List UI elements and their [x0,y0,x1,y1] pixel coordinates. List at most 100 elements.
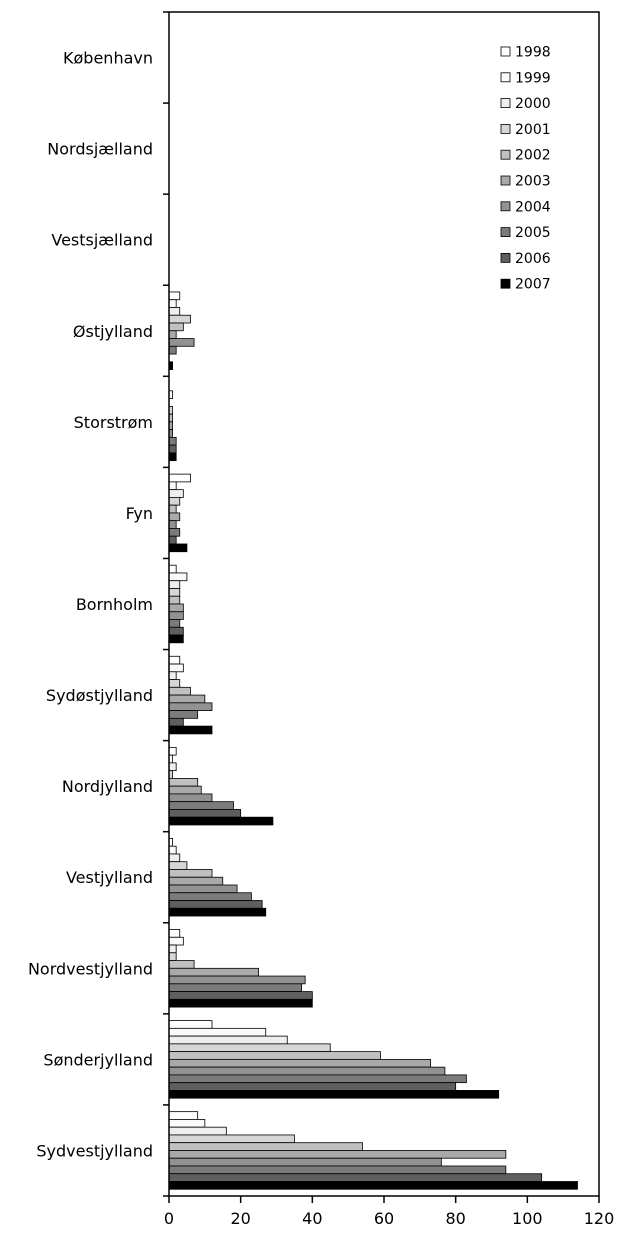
legend-label-2002: 2002 [515,148,551,164]
category-label: Østjylland [73,322,153,341]
bar-2003-5 [168,512,181,522]
bar-2002-9 [168,869,213,878]
bar-2001-12 [168,1134,295,1144]
category-label: København [63,49,153,68]
bar-2002-11 [168,1051,381,1060]
bar-2004-6 [168,611,184,620]
bar-2005-4 [168,436,177,446]
bar-2004-8 [168,793,213,803]
bar-2006-4 [168,444,177,454]
bar-2006-11 [168,1082,457,1091]
plot-area-frame [168,11,600,1197]
bar-1998-6 [168,564,177,574]
x-tick-label: 20 [230,1209,250,1228]
legend-label-1999: 1999 [515,70,551,86]
bar-1999-6 [168,572,188,582]
bar-2005-10 [168,983,302,992]
legend-label-2006: 2006 [515,251,551,267]
bar-2000-9 [168,853,181,863]
bar-1999-9 [168,845,177,855]
bar-2001-11 [168,1043,331,1053]
bar-1998-10 [168,929,181,938]
bar-2002-7 [168,686,191,696]
legend-label-2000: 2000 [515,96,551,112]
x-tick-label: 80 [445,1209,465,1228]
bar-2001-10 [168,952,177,961]
bar-2007-10 [168,998,313,1008]
bar-2004-12 [168,1157,442,1167]
x-tick-labels: 0 20 40 60 80 100 120 [164,1209,614,1228]
category-label: Storstrøm [74,413,153,432]
bar-2006-7 [168,717,184,727]
bar-2000-7 [168,671,177,680]
legend-swatch-1999 [500,72,511,83]
x-tick-label: 60 [374,1209,394,1228]
category-label: Nordsjælland [47,140,153,159]
bars-layer [168,291,578,1190]
bar-2003-9 [168,876,224,886]
bar-1998-5 [168,473,191,483]
bar-2007-11 [168,1090,500,1099]
bar-1999-5 [168,481,177,491]
bar-2003-3 [168,330,177,339]
legend-swatch-2005 [500,227,511,238]
bar-2007-4 [168,452,177,462]
bar-2006-10 [168,991,313,1000]
bar-1998-11 [168,1020,213,1029]
category-label: Vestjylland [66,868,153,887]
legend-label-1998: 1998 [515,45,551,61]
bar-2006-8 [168,809,242,818]
legend-label-2001: 2001 [515,122,551,138]
bar-2006-9 [168,900,263,909]
bar-2001-3 [168,314,191,324]
bar-2001-5 [168,497,181,506]
bar-2005-9 [168,892,252,901]
bar-2000-3 [168,307,181,316]
bar-1999-3 [168,299,177,308]
bar-2002-3 [168,322,184,332]
category-label: Fyn [126,504,153,523]
bar-2005-7 [168,710,199,719]
bar-2005-6 [168,619,181,628]
legend-label-2004: 2004 [515,199,551,215]
x-tick-label: 100 [512,1209,543,1228]
bar-2003-7 [168,694,206,704]
bar-2007-7 [168,725,213,735]
bar-2003-6 [168,603,184,613]
bar-1999-10 [168,936,184,946]
bar-2003-8 [168,785,202,795]
legend-label-2003: 2003 [515,174,551,190]
bar-2000-5 [168,489,184,498]
category-label: Sønderjylland [43,1050,153,1069]
bar-2002-8 [168,777,199,787]
legend-swatch-2000 [500,98,511,108]
bar-2006-5 [168,535,177,545]
bar-2006-6 [168,626,184,636]
bar-2007-6 [168,634,184,644]
bar-2005-3 [168,345,177,355]
legend-swatch-1998 [500,46,511,57]
bar-1998-8 [168,746,177,756]
legend-swatch-2006 [500,252,511,263]
category-label: Bornholm [76,595,153,614]
category-label: Vestsjælland [51,231,153,250]
bar-2003-12 [168,1150,507,1159]
x-tick-label: 40 [302,1209,322,1228]
bar-2005-8 [168,801,234,810]
bar-2003-11 [168,1058,431,1068]
category-label: Sydøstjylland [46,686,153,705]
bar-2004-11 [168,1066,446,1076]
bar-2005-11 [168,1074,467,1084]
bar-2000-11 [168,1035,288,1045]
category-label: Nordjylland [62,777,153,796]
bar-2000-10 [168,944,177,954]
bar-2005-5 [168,528,181,537]
bar-2007-12 [168,1181,578,1190]
bar-2005-12 [168,1165,507,1175]
bar-1998-12 [168,1111,199,1120]
bar-2006-12 [168,1173,543,1182]
legend-swatch-2003 [500,175,511,186]
bar-2004-7 [168,702,213,711]
bar-2002-12 [168,1142,363,1151]
